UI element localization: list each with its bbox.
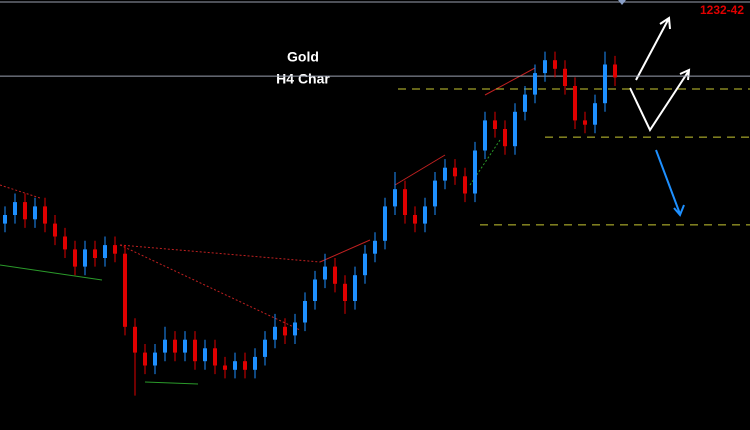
trendline xyxy=(0,184,41,199)
candle-body xyxy=(3,215,7,224)
candle-body xyxy=(613,64,617,78)
candle-body xyxy=(353,275,357,301)
candle-body xyxy=(363,253,367,276)
candle-body xyxy=(273,326,277,340)
candle-body xyxy=(63,236,67,250)
candle-body xyxy=(93,249,97,258)
trendlines xyxy=(0,67,536,385)
trendline xyxy=(119,244,321,263)
candle-body xyxy=(313,279,317,301)
candle-body xyxy=(223,365,227,370)
candle-body xyxy=(463,176,467,194)
trendline xyxy=(144,381,199,385)
candle-body xyxy=(503,129,507,147)
candle-body xyxy=(213,348,217,366)
candle-body xyxy=(263,339,267,357)
candle-body xyxy=(553,60,557,69)
candle-body xyxy=(103,245,107,258)
candle-body xyxy=(543,60,547,74)
candle-body xyxy=(373,240,377,254)
candle-body xyxy=(33,206,37,220)
candle-body xyxy=(563,68,567,86)
candle-body xyxy=(303,301,307,323)
candle-body xyxy=(53,223,57,237)
candle-body xyxy=(343,283,347,301)
candle-body xyxy=(143,352,147,366)
trendline xyxy=(484,67,536,96)
chart-subtitle: H4 Char xyxy=(276,71,330,87)
candle-body xyxy=(43,206,47,224)
candle-body xyxy=(13,202,17,215)
candle-body xyxy=(183,339,187,353)
candle-body xyxy=(233,361,237,370)
candle-body xyxy=(83,249,87,267)
candle-body xyxy=(533,73,537,95)
arrow xyxy=(635,16,671,81)
candle-body xyxy=(493,120,497,129)
candle-body xyxy=(283,326,287,336)
trendline xyxy=(119,244,301,331)
candle-body xyxy=(153,352,157,366)
candle-body xyxy=(473,150,477,194)
candle-body xyxy=(453,167,457,177)
candle-body xyxy=(483,120,487,151)
price-annotation: 1232-42 xyxy=(700,3,744,17)
candle-body xyxy=(193,339,197,362)
candle-body xyxy=(443,167,447,181)
arrow xyxy=(655,149,685,217)
candle-body xyxy=(383,206,387,241)
candle-body xyxy=(413,215,417,224)
candle-body xyxy=(403,189,407,215)
candle-body xyxy=(203,348,207,362)
candle-body xyxy=(333,266,337,284)
candle-body xyxy=(173,339,177,353)
marker xyxy=(618,0,626,5)
candle-body xyxy=(133,326,137,353)
candle-body xyxy=(23,202,27,220)
candle-body xyxy=(583,120,587,125)
candle-body xyxy=(523,94,527,112)
candle-body xyxy=(393,189,397,207)
candle-body xyxy=(603,64,607,104)
candle-body xyxy=(593,103,597,125)
trendline xyxy=(0,264,103,281)
arrow xyxy=(629,68,691,133)
arrows xyxy=(629,16,691,217)
trendline xyxy=(394,154,446,186)
candle-body xyxy=(243,361,247,370)
candle-body xyxy=(513,111,517,147)
candle-body xyxy=(423,206,427,224)
candle-body xyxy=(323,266,327,280)
candle-body xyxy=(253,356,257,370)
chart-title: Gold xyxy=(287,49,319,65)
candle-body xyxy=(73,249,77,267)
candle-body xyxy=(123,253,127,327)
candle-body xyxy=(163,339,167,353)
candle-body xyxy=(113,245,117,254)
trendline xyxy=(319,239,371,263)
candle-body xyxy=(573,86,577,121)
candle-body xyxy=(433,180,437,207)
candle-body xyxy=(293,322,297,336)
